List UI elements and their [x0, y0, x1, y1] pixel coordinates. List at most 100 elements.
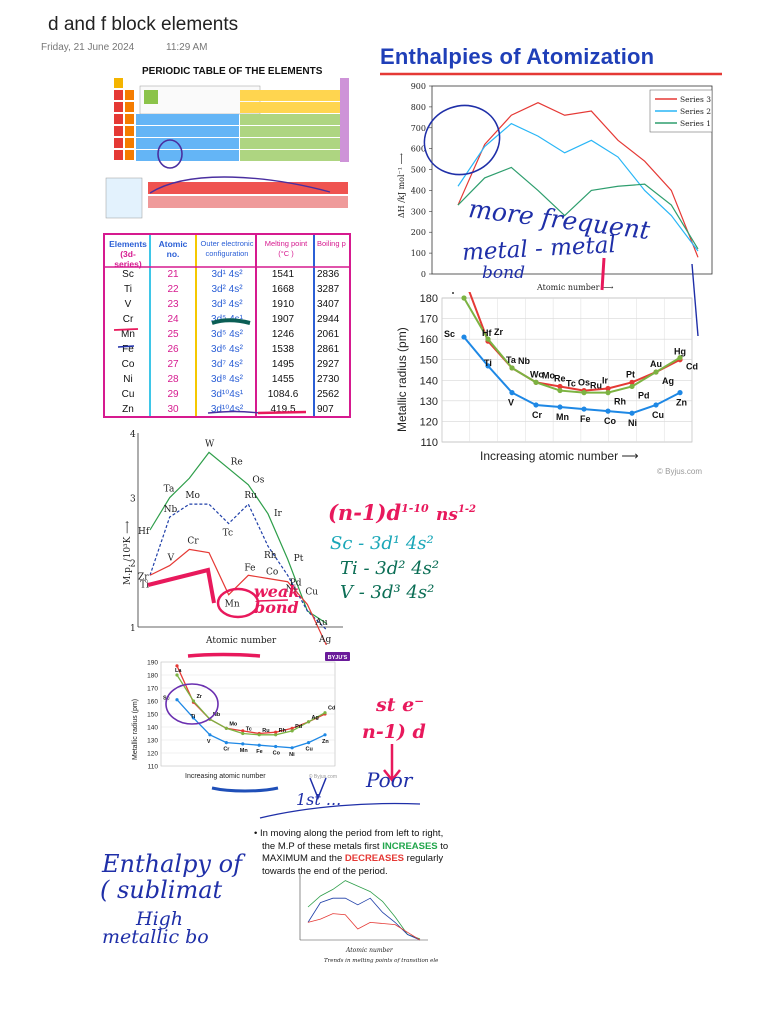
period-5-line-point — [581, 390, 587, 396]
radius-large-tick: 120 — [420, 416, 438, 428]
ink-n1d-config: (n-1)d1-10 ns1-2 — [328, 500, 477, 525]
period-5-line-point — [629, 383, 635, 390]
radius-large-label: Fe — [580, 414, 591, 424]
mp-label: Ru — [244, 491, 257, 501]
decreases-word: DECREASES — [344, 853, 405, 864]
period-5-line-point — [557, 387, 563, 394]
table-cell-bp: 2836 — [317, 269, 340, 280]
table-cell-bp: 2730 — [317, 374, 340, 385]
mp-label: Ir — [274, 509, 283, 519]
radius-small-label: Mo — [229, 721, 238, 727]
ink-arrow-down — [383, 744, 401, 783]
table-header-row: Elements (3d-series) Atomic no. Outer el… — [105, 237, 349, 269]
ink-first-t: 1st ... — [296, 790, 342, 809]
table-cell-cfg: 3d⁶ 4s² — [211, 344, 243, 355]
radius-small-circle — [165, 683, 219, 725]
table-cell-mp: 1668 — [271, 284, 295, 295]
small-period-6-line-point — [175, 664, 179, 668]
small-period-4-line-point — [257, 743, 261, 747]
radius-small-tick: 140 — [147, 725, 158, 732]
radius-small-label: Co — [273, 751, 281, 757]
table-cell-bp: 3407 — [317, 299, 340, 310]
small-period-4-line-point — [208, 733, 212, 737]
table-cell-el: Co — [121, 359, 135, 370]
radius-small-label: Zr — [196, 694, 202, 700]
mp-label: Re — [231, 458, 243, 468]
small-period-4-line — [176, 699, 326, 749]
header-config: Outer electronic — [200, 239, 254, 248]
radius-large-label: Ni — [628, 418, 637, 428]
table-cell-bp: 2061 — [317, 329, 340, 340]
table-cell-el: Sc — [122, 269, 134, 280]
period-4-line-point — [461, 334, 467, 340]
header-config-sub: configuration — [205, 249, 249, 258]
radius-large-tick: 130 — [420, 396, 438, 408]
table-cell-cfg: 3d¹⁰4s¹ — [210, 389, 244, 400]
mini-series-2 — [307, 897, 421, 941]
table-cell-z: 27 — [167, 359, 179, 370]
radius-large-label: Ti — [484, 358, 492, 368]
mini-xlabel: Atomic number — [345, 947, 394, 954]
enthalpy-ink-marks — [423, 104, 699, 337]
mini-series-1 — [307, 913, 421, 941]
header-boiling: Boiling p — [317, 239, 346, 248]
table-cell-cfg: 3d⁷ 4s² — [211, 359, 243, 370]
radius-large-plot — [441, 297, 693, 443]
period-6-line-point — [605, 385, 611, 392]
mp-label: Ni — [286, 585, 297, 595]
radius-small-label: Cr — [223, 747, 230, 753]
small-period-5-line-point — [274, 733, 278, 737]
table-cell-el: Cr — [122, 314, 134, 325]
table-cell-mp: 1084.6 — [267, 389, 299, 400]
table-cell-mp: 1538 — [271, 344, 295, 355]
small-period-5-line-point — [241, 731, 245, 736]
radius-large-label: V — [508, 398, 514, 408]
table-cell-mp: 1246 — [271, 329, 295, 340]
enthalpy-chart: 0 100 200 300 400 500 600 700 800 900 Series 3 Seri… — [397, 82, 713, 292]
radius-small-label: Ag — [312, 715, 319, 721]
radius-large-label: Ir — [602, 376, 609, 386]
small-period-4-line-point — [224, 741, 228, 745]
table-cell-mp: 1910 — [271, 299, 295, 310]
header-elements-sub: (3d-series) — [114, 249, 142, 269]
small-period-4-line-point — [306, 741, 311, 745]
periodic-table-grid — [105, 78, 349, 219]
legend-label: Series 2 — [680, 107, 711, 116]
mp-label: Au — [314, 618, 327, 628]
period-4-line-point — [629, 410, 635, 416]
radius-large-tick: 180 — [420, 293, 438, 305]
radius-large-label: Tc — [566, 379, 576, 389]
header-elements: Elements — [109, 239, 147, 249]
period-6-line-point — [557, 383, 563, 390]
radius-small-xlabel: Increasing atomic number — [185, 773, 266, 780]
table-cell-cfg: 3d⁵ 4s² — [211, 329, 243, 340]
note-title: d and f block elements — [48, 14, 239, 35]
enthalpy-xlabel: Atomic number ⟶ — [536, 283, 614, 292]
period-5-line-point — [509, 365, 515, 371]
small-period-5-line-point — [224, 726, 228, 730]
table-cell-z: 24 — [167, 314, 179, 325]
table-ink-marks — [113, 318, 307, 415]
radius-large-tick: 150 — [420, 355, 438, 367]
radius-small-label: Ru — [262, 728, 269, 734]
radius-large-tick: 110 — [420, 437, 438, 449]
period-4-line-point — [581, 406, 587, 412]
table-row: V 23 3d³ 4s² 1910 3407 — [105, 298, 349, 313]
periodic-table-title: PERIODIC TABLE OF THE ELEMENTS — [142, 66, 323, 77]
period-4-line — [463, 336, 681, 415]
mp-series-3 — [149, 451, 328, 625]
period-5-line-point — [485, 336, 491, 342]
period-5-line-point — [605, 390, 611, 396]
enthalpy-tick-label: 600 — [411, 145, 426, 154]
note-time: 11:29 AM — [166, 42, 208, 53]
table-cell-z: 26 — [167, 344, 179, 355]
byjus-logo: BYJU'S — [328, 655, 348, 661]
table-cell-mp: 1541 — [271, 269, 295, 280]
header-atomic-sub: no. — [166, 249, 180, 259]
mini-melting-point-chart: Atomic number Trends in melting points of… — [299, 874, 438, 964]
table-cell-el: Fe — [122, 344, 134, 355]
period-5-line-point — [461, 295, 467, 301]
small-period-4-line-point — [175, 698, 179, 702]
table-cell-z: 28 — [167, 374, 179, 385]
legend-label: Series 1 — [680, 119, 711, 128]
